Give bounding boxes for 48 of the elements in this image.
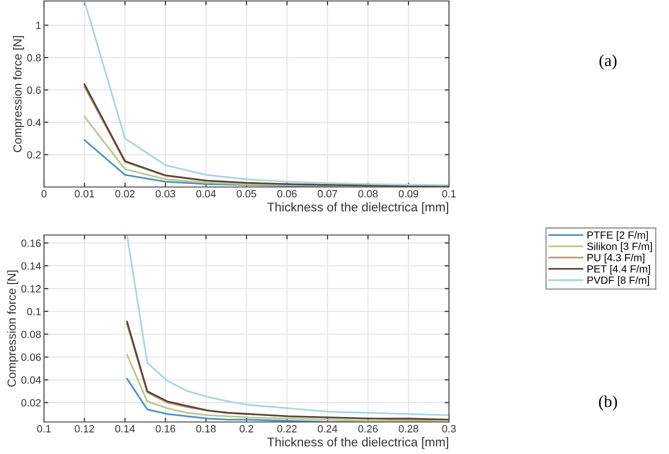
x-tick-label: 0.28	[398, 425, 418, 432]
legend-label: Silikon [3 F/m]	[587, 242, 652, 252]
x-tick-label: 0.12	[74, 425, 94, 432]
x-tick-label: 0.24	[318, 425, 338, 432]
y-tick-label: 0.04	[21, 376, 41, 384]
x-tick-label: 0.09	[398, 190, 418, 198]
x-tick-label: 0.07	[318, 190, 338, 198]
x-tick-label: 0.1	[37, 425, 51, 432]
x-tick-label: 0.08	[358, 190, 378, 198]
x-axis-title: Thickness of the dielectrica [mm]	[267, 202, 448, 214]
x-tick-label: 0.03	[156, 190, 176, 198]
x-tick-label: 0.26	[358, 425, 378, 432]
x-tick-label: 0.14	[115, 425, 135, 432]
y-tick-label: 0.4	[27, 118, 41, 126]
x-tick-label: 0.3	[442, 425, 456, 432]
x-tick-label: 0.18	[196, 425, 216, 432]
y-tick-label: 0.08	[21, 330, 41, 338]
legend-label: PVDF [8 F/m]	[587, 276, 649, 286]
x-tick-label: 0.06	[277, 190, 297, 198]
y-tick-label: 0.16	[21, 239, 41, 247]
y-tick-label: 0.2	[27, 151, 41, 159]
legend-label: PU [4.3 F/m]	[587, 254, 644, 264]
text: (b)	[599, 395, 617, 411]
x-tick-label: 0.16	[156, 425, 176, 432]
x-tick-label: 0.22	[277, 425, 297, 432]
legend-label: PET [4.4 F/m]	[587, 264, 650, 275]
y-tick-label: 0.6	[27, 86, 41, 94]
x-tick-label: 0.02	[115, 190, 135, 198]
y-axis-title: Compression force [N]	[7, 270, 18, 387]
y-axis-title: Compression force [N]	[12, 36, 24, 152]
x-tick-label: 0	[42, 190, 46, 198]
line-series	[126, 354, 449, 422]
x-tick-label: 0.05	[236, 190, 256, 198]
x-tick-label: 0.04	[196, 190, 216, 198]
line-series	[126, 235, 449, 416]
x-tick-label: 0.01	[74, 190, 94, 198]
y-tick-label: 0.02	[21, 399, 41, 406]
x-tick-label: 0.1	[442, 190, 456, 198]
y-tick-label: 0.12	[21, 285, 41, 292]
y-tick-label: 0.06	[21, 354, 41, 361]
text: (a)	[599, 54, 617, 70]
y-tick-label: 0.14	[21, 262, 41, 270]
y-tick-label: 1	[36, 22, 41, 30]
y-tick-label: 0.1	[27, 308, 41, 316]
x-tick-label: 0.2	[240, 425, 254, 432]
legend-label: PTFE [2 F/m]	[587, 231, 648, 241]
y-tick-label: 0.8	[27, 54, 41, 62]
x-axis-title: Thickness of the dielectrica [mm]	[267, 437, 448, 449]
